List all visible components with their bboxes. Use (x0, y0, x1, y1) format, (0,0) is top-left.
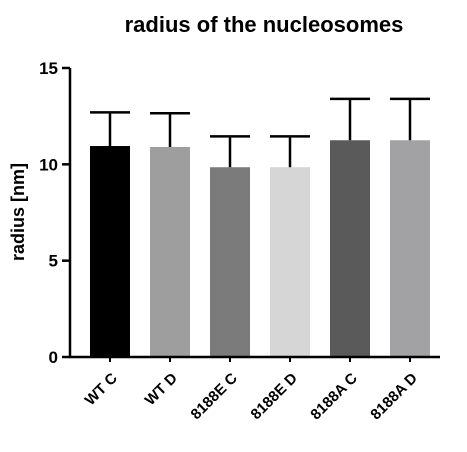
error-bar-wt-d (150, 112, 190, 147)
y-tick-label-10: 10 (39, 155, 58, 174)
bar-8188e-c (210, 167, 250, 357)
error-bar-8188a-d (390, 97, 430, 141)
bar-wt-d (150, 146, 190, 357)
x-ticks-layer: WT C WT D 8188E C 8188E D 8188A C 8188A D (82, 357, 421, 423)
error-bar-8188a-c (330, 97, 370, 141)
bar-8188e-d (270, 167, 310, 357)
axes-layer (68, 68, 440, 359)
x-tick-label-wt-c: WT C (82, 370, 121, 409)
y-ticks-layer: 0 5 10 15 (39, 59, 70, 367)
x-tick-label-8188e-c: 8188E C (188, 370, 241, 423)
x-tick-label-8188e-d: 8188E D (248, 370, 301, 423)
error-bars-layer (90, 97, 430, 168)
y-tick-label-0: 0 (49, 348, 58, 367)
bar-8188a-c (330, 140, 370, 357)
y-tick-label-15: 15 (39, 59, 58, 78)
chart-title: radius of the nucleosomes (125, 12, 404, 37)
bar-wt-c (90, 146, 130, 357)
y-tick-label-5: 5 (49, 252, 58, 271)
bars-layer (90, 140, 430, 357)
x-tick-label-8188a-d: 8188A D (367, 370, 421, 424)
bar-8188a-d (390, 140, 430, 357)
y-axis-label: radius [nm] (8, 163, 28, 261)
error-bar-8188e-d (270, 135, 310, 168)
error-bar-wt-c (90, 111, 130, 147)
error-bar-8188e-c (210, 135, 250, 168)
x-tick-label-8188a-c: 8188A C (307, 370, 361, 424)
x-tick-label-wt-d: WT D (142, 370, 181, 409)
